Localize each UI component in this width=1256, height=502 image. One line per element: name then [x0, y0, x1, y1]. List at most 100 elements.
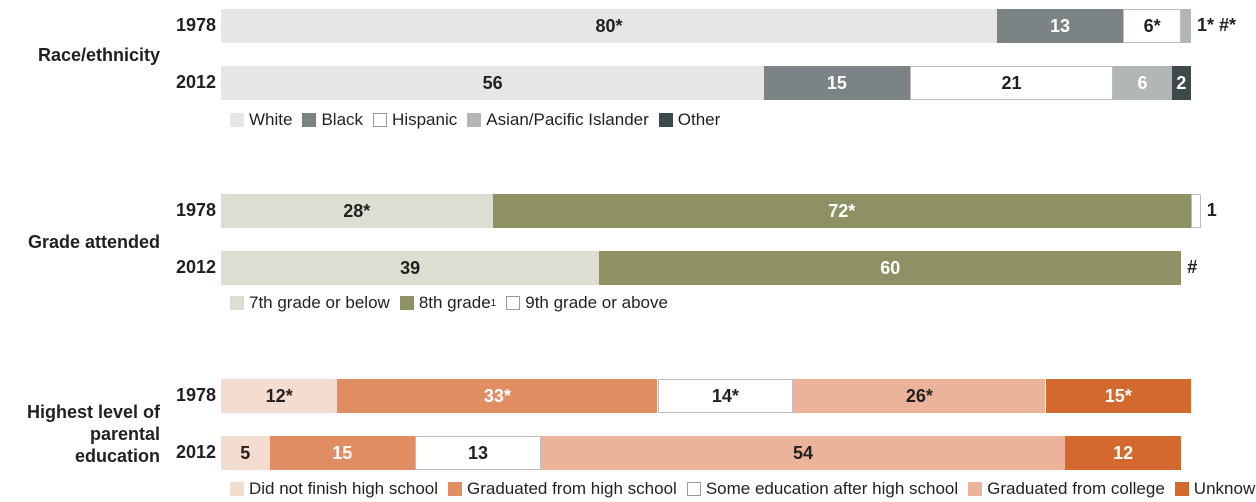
legend-race-ethnicity: White Black Hispanic Asian/Pacific Islander…: [230, 110, 730, 130]
year-label-race-ethnicity-2012: 2012: [175, 72, 216, 92]
segment-value-label: 15: [826, 72, 847, 93]
panel-title-race-ethnicity: Race/ethnicity: [37, 45, 160, 65]
segment-value-label: 33*: [483, 385, 511, 406]
legend-swatch: [302, 113, 317, 127]
bar-highest-level-of-parental-education-1978: 12* 33* 14* 26* 15*: [221, 379, 1191, 413]
bar-segment-hispanic-1978: 6*: [1123, 9, 1182, 43]
bar-segment-white-1978: 80*: [221, 9, 997, 43]
segment-value-label: 15*: [1104, 385, 1132, 406]
legend-label: Some education after high school: [705, 479, 959, 498]
year-label-race-ethnicity-1978: 1978: [175, 15, 216, 35]
bar-segment-graduated-from-college-1978: 26*: [793, 379, 1046, 413]
bar-segment-7th-grade-or-below-1978: 28*: [221, 194, 493, 228]
legend-item-9th-grade-or-above: 9th grade or above: [506, 293, 668, 313]
bar-segment-did-not-finish-high-school-1978: 12*: [221, 379, 338, 413]
bar-segment-black-1978: 13: [997, 9, 1124, 43]
panel-title-highest-level-of-parental-education: Highest level of parental education: [26, 402, 160, 466]
segment-value-label: 56: [482, 72, 503, 93]
legend-label: Graduated from high school: [467, 479, 677, 498]
bar-segment-asian-pacific-islander-1978: [1181, 9, 1191, 43]
segment-value-label: 14*: [711, 385, 739, 406]
bar-end-label-race-ethnicity-1978: 1* #*: [1197, 15, 1237, 35]
legend-item-hispanic: Hispanic: [373, 110, 457, 130]
segment-value-label: 5: [240, 442, 251, 463]
segment-value-label: 80*: [595, 15, 623, 36]
year-label-grade-attended-1978: 1978: [175, 200, 216, 220]
segment-value-label: 21: [1001, 72, 1022, 93]
legend-label: Unknown: [1193, 479, 1256, 498]
legend-item-did-not-finish-high-school: Did not finish high school: [230, 479, 438, 499]
segment-value-label: 72*: [828, 200, 856, 221]
bar-segment-graduated-from-college-2012: 54: [541, 436, 1065, 470]
segment-value-label: 15: [332, 442, 353, 463]
legend-item-unknown: Unknown: [1174, 479, 1256, 499]
year-label-highest-level-of-parental-education-2012: 2012: [175, 442, 216, 462]
legend-label: 9th grade or above: [525, 293, 668, 312]
legend-swatch: [968, 482, 983, 496]
segment-value-label: 60: [880, 257, 901, 278]
legend-swatch: [230, 113, 244, 127]
segment-value-label: 39: [400, 257, 421, 278]
bar-highest-level-of-parental-education-2012: 5 15 13 54 12: [221, 436, 1191, 470]
segment-value-label: 13: [468, 442, 489, 463]
segment-value-label: 6*: [1143, 15, 1161, 36]
legend-highest-level-of-parental-education: Did not finish high school Graduated from…: [230, 479, 1256, 499]
legend-item-white: White: [230, 110, 292, 130]
bar-segment-white-2012: 56: [221, 66, 765, 100]
bar-segment-graduated-from-high-school-2012: 15: [269, 436, 415, 470]
legend-swatch: [686, 482, 701, 496]
bar-segment-9th-grade-or-above-1978: [1191, 194, 1201, 228]
legend-swatch: [399, 296, 414, 310]
legend-grade-attended: 7th grade or below 8th grade 1 9th grade or…: [230, 293, 678, 313]
legend-label: Did not finish high school: [249, 479, 439, 498]
legend-label: Asian/Pacific Islander: [486, 110, 649, 129]
segment-value-label: 54: [792, 442, 813, 463]
segment-value-label: 13: [1050, 15, 1071, 36]
legend-swatch: [230, 482, 244, 496]
year-label-highest-level-of-parental-education-1978: 1978: [175, 385, 216, 405]
segment-value-label: 12*: [265, 385, 293, 406]
legend-label: 8th grade: [418, 293, 491, 312]
legend-label: 7th grade or below: [249, 293, 390, 312]
bar-grade-attended-2012: 39 60: [221, 251, 1191, 285]
segment-value-label: 6: [1137, 72, 1148, 93]
bar-segment-other-2012: 2: [1171, 66, 1191, 100]
bar-grade-attended-1978: 28* 72*: [221, 194, 1201, 228]
legend-label: White: [249, 110, 293, 129]
panel-title-grade-attended: Grade attended: [27, 232, 160, 252]
segment-value-label: 12: [1113, 442, 1134, 463]
legend-swatch: [448, 482, 463, 496]
segment-value-label: 2: [1176, 72, 1187, 93]
legend-swatch: [467, 113, 482, 127]
legend-item-some-education-after-high-school: Some education after high school: [686, 479, 959, 499]
bar-segment-some-education-after-high-school-1978: 14*: [657, 379, 794, 413]
bar-end-label-grade-attended-1978: 1: [1206, 200, 1217, 220]
legend-footnote: 1: [490, 297, 497, 309]
bar-segment-black-2012: 15: [764, 66, 910, 100]
bar-segment-unknown-1978: 15*: [1045, 379, 1191, 413]
bar-end-label-grade-attended-2012: #: [1187, 257, 1198, 277]
bar-segment-some-education-after-high-school-2012: 13: [415, 436, 542, 470]
bar-race-ethnicity-2012: 56 15 21 6 2: [221, 66, 1191, 100]
legend-item-graduated-from-high-school: Graduated from high school: [448, 479, 677, 499]
bar-segment-7th-grade-or-below-2012: 39: [221, 251, 600, 285]
legend-item-asian-pacific-islander: Asian/Pacific Islander: [467, 110, 649, 130]
legend-item-other: Other: [658, 110, 721, 130]
legend-item-black: Black: [302, 110, 363, 130]
segment-value-label: 28*: [343, 200, 371, 221]
legend-item-7th-grade-or-below: 7th grade or below: [230, 293, 390, 313]
legend-label: Graduated from college: [987, 479, 1165, 498]
segment-value-label: 26*: [905, 385, 933, 406]
bar-segment-graduated-from-high-school-1978: 33*: [337, 379, 658, 413]
legend-label: Black: [321, 110, 364, 129]
legend-label: Hispanic: [392, 110, 458, 129]
bar-segment-8th-grade-2012: 60: [599, 251, 1182, 285]
year-label-grade-attended-2012: 2012: [175, 257, 216, 277]
bar-segment-asian-pacific-islander-2012: 6: [1113, 66, 1172, 100]
legend-label: Other: [677, 110, 721, 129]
legend-swatch: [230, 296, 244, 310]
legend-item-8th-grade: 8th grade 1: [399, 293, 497, 313]
legend-item-graduated-from-college: Graduated from college: [968, 479, 1165, 499]
legend-swatch: [506, 296, 521, 310]
